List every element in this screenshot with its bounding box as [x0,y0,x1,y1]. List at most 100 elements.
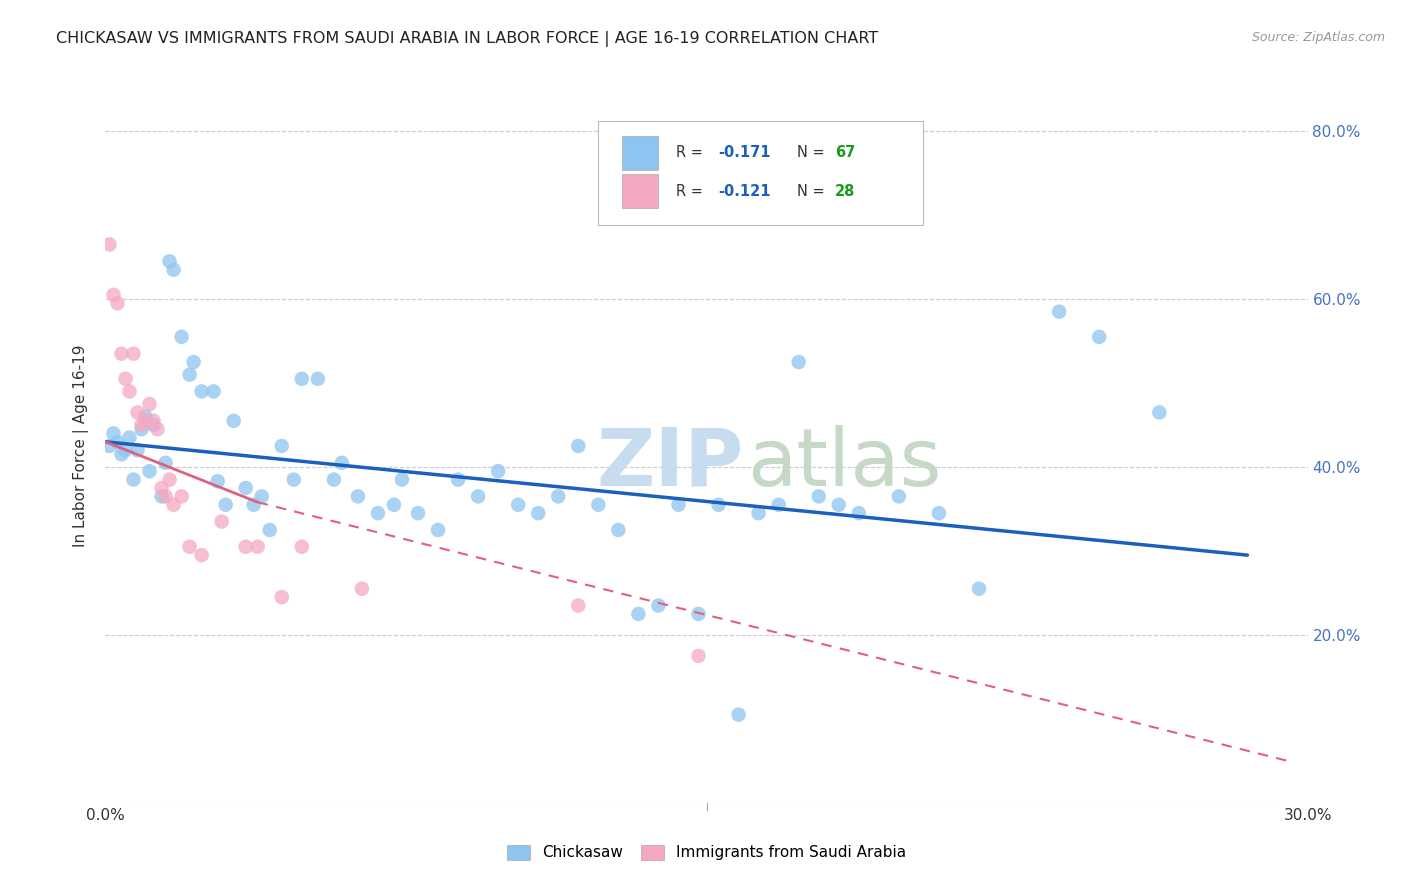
Point [103,288,125,302]
Point [118,431,141,445]
Point [135,414,157,428]
Point [107,434,129,449]
Point [688,648,710,663]
Point [162,262,184,277]
Point [567,599,589,613]
Point [307,372,329,386]
Point [150,489,173,503]
Point [110,447,132,461]
Point [103,426,125,441]
Point [967,582,990,596]
Point [887,489,910,503]
Point [155,456,177,470]
Point [183,355,205,369]
Point [270,590,292,604]
Point [1047,304,1070,318]
Point [347,489,370,503]
Point [190,548,212,562]
Bar [623,136,658,169]
Point [787,355,810,369]
Point [127,443,149,458]
Point [447,473,470,487]
Point [270,439,292,453]
Point [211,515,233,529]
Point [588,498,610,512]
Text: R =: R = [676,145,709,161]
Point [118,384,141,399]
Text: N =: N = [797,145,830,161]
Point [98,237,121,252]
Point [235,540,257,554]
Point [547,489,569,503]
Point [155,489,177,503]
Point [159,254,181,268]
Point [283,473,305,487]
Point [322,473,344,487]
Point [486,464,509,478]
Point [1088,330,1111,344]
Point [114,443,136,458]
Text: N =: N = [797,184,830,199]
Point [138,397,160,411]
Text: -0.121: -0.121 [718,184,770,199]
Point [250,489,273,503]
Point [98,439,121,453]
Text: 67: 67 [835,145,855,161]
Point [688,607,710,621]
Point [367,506,389,520]
Point [259,523,281,537]
Point [127,405,149,419]
Point [146,422,169,436]
Point [142,414,165,428]
Point [159,473,181,487]
Point [190,384,212,399]
Point [142,417,165,432]
Point [202,384,225,399]
Point [768,498,790,512]
Point [110,346,132,360]
Point [707,498,730,512]
Point [668,498,690,512]
Point [567,439,589,453]
Point [179,540,201,554]
Point [122,346,145,360]
Point [114,372,136,386]
Point [131,417,153,432]
Text: atlas: atlas [748,425,942,503]
Point [647,599,669,613]
Point [1149,405,1171,419]
Legend: Chickasaw, Immigrants from Saudi Arabia: Chickasaw, Immigrants from Saudi Arabia [501,838,912,866]
Point [627,607,650,621]
Text: CHICKASAW VS IMMIGRANTS FROM SAUDI ARABIA IN LABOR FORCE | AGE 16-19 CORRELATION: CHICKASAW VS IMMIGRANTS FROM SAUDI ARABI… [56,31,879,47]
Point [235,481,257,495]
Point [207,475,229,489]
Point [107,296,129,310]
Point [828,498,851,512]
Point [807,489,830,503]
Point [508,498,530,512]
Point [928,506,950,520]
Point [170,330,193,344]
Text: ZIP: ZIP [596,425,744,503]
Point [214,498,236,512]
Text: -0.171: -0.171 [718,145,770,161]
Point [135,409,157,424]
Point [138,464,160,478]
Point [727,707,749,722]
Point [382,498,405,512]
Point [406,506,429,520]
Point [150,481,173,495]
Point [179,368,201,382]
Text: Source: ZipAtlas.com: Source: ZipAtlas.com [1251,31,1385,45]
Point [467,489,489,503]
Point [330,456,353,470]
Text: R =: R = [676,184,709,199]
Point [527,506,550,520]
Point [350,582,373,596]
Bar [623,174,658,209]
Point [848,506,870,520]
Point [246,540,269,554]
Point [131,422,153,436]
Point [607,523,630,537]
Point [170,489,193,503]
